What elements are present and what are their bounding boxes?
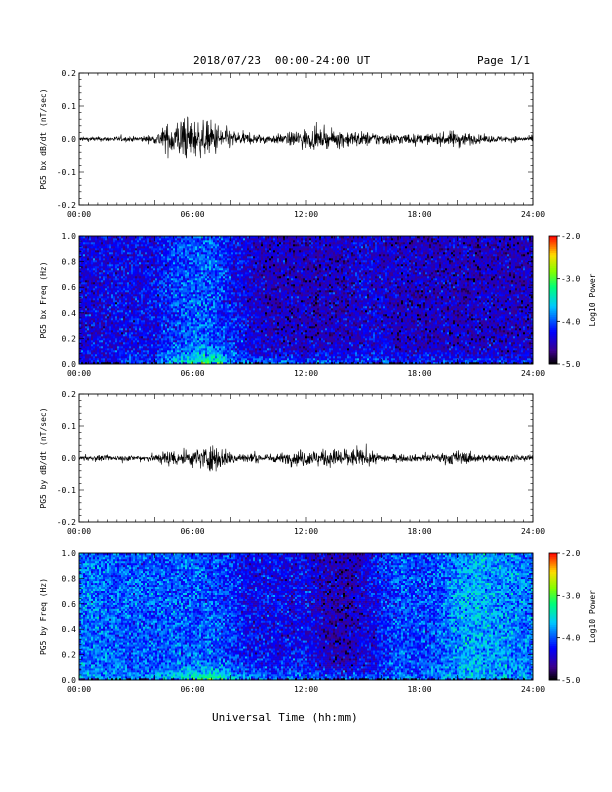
colorbar-tick-label: -4.0 xyxy=(561,634,580,643)
x-tick-label: 24:00 xyxy=(521,527,545,536)
y-tick-label: -0.1 xyxy=(57,486,76,495)
colorbar-label: Log10 Power xyxy=(588,590,597,643)
panel-2: -2.0 -3.0 -4.0 -5.0 Log10 Power 00:00 06:00 12:… xyxy=(39,232,597,378)
signal-trace xyxy=(79,444,533,472)
y-tick-label: 0.6 xyxy=(62,600,77,609)
colorbar-tick-label: -4.0 xyxy=(561,317,580,326)
colorbar-tick-label: -2.0 xyxy=(561,232,580,241)
x-tick-label: 00:00 xyxy=(67,369,91,378)
figure-canvas: 00:00 06:00 12:00 18:00 24:00 0.2 0.1 0.0 -0.1 -0… xyxy=(0,0,612,792)
y-tick-label: -0.2 xyxy=(57,518,76,527)
colorbar-tick-label: -3.0 xyxy=(561,275,580,284)
signal-trace xyxy=(79,117,533,158)
y-tick-label: 0.4 xyxy=(62,309,77,318)
x-tick-label: 06:00 xyxy=(180,210,204,219)
x-tick-label: 06:00 xyxy=(180,685,204,694)
colorbar-tick-label: -2.0 xyxy=(561,549,580,558)
x-tick-label: 06:00 xyxy=(180,369,204,378)
y-tick-label: 0.6 xyxy=(62,283,77,292)
y-tick-label: 0.4 xyxy=(62,625,77,634)
x-tick-label: 24:00 xyxy=(521,369,545,378)
y-axis-label: PG5 by dB/dt (nT/sec) xyxy=(39,407,48,508)
spectrogram-cells xyxy=(79,236,533,364)
y-tick-label: 0.0 xyxy=(62,454,77,463)
x-tick-label: 18:00 xyxy=(407,685,431,694)
y-axis-label: PG5 bx dB/dt (nT/sec) xyxy=(39,88,48,189)
y-tick-label: -0.2 xyxy=(57,201,76,210)
x-tick-label: 12:00 xyxy=(294,527,318,536)
x-tick-label: 12:00 xyxy=(294,210,318,219)
x-tick-label: 12:00 xyxy=(294,369,318,378)
y-axis-label: PG5 bx Freq (Hz) xyxy=(39,261,48,338)
y-tick-label: 0.1 xyxy=(62,422,77,431)
y-tick-label: 0.8 xyxy=(62,258,77,267)
x-tick-label: 24:00 xyxy=(521,210,545,219)
y-tick-label: 0.2 xyxy=(62,651,77,660)
y-tick-label: 1.0 xyxy=(62,549,77,558)
y-tick-label: 0.2 xyxy=(62,334,77,343)
panel-1: 00:00 06:00 12:00 18:00 24:00 0.2 0.1 0.0 -0.1 -0… xyxy=(39,69,545,219)
spectrogram-cells xyxy=(79,553,533,680)
y-tick-label: 0.2 xyxy=(62,390,77,399)
x-tick-label: 00:00 xyxy=(67,527,91,536)
colorbar-tick-label: -5.0 xyxy=(561,676,580,685)
y-tick-label: 0.0 xyxy=(62,135,77,144)
x-tick-label: 12:00 xyxy=(294,685,318,694)
x-tick-label: 00:00 xyxy=(67,685,91,694)
panel-4: -2.0 -3.0 -4.0 -5.0 Log10 Power 00:00 06:00 12:… xyxy=(39,549,597,694)
y-tick-label: 0.0 xyxy=(62,676,77,685)
colorbar: -2.0 -3.0 -4.0 -5.0 Log10 Power xyxy=(549,232,597,369)
y-tick-label: 1.0 xyxy=(62,232,77,241)
y-tick-label: 0.1 xyxy=(62,102,77,111)
colorbar: -2.0 -3.0 -4.0 -5.0 Log10 Power xyxy=(549,549,597,685)
x-tick-label: 00:00 xyxy=(67,210,91,219)
y-tick-label: -0.1 xyxy=(57,168,76,177)
x-tick-label: 18:00 xyxy=(407,527,431,536)
panel-3: 00:00 06:00 12:00 18:00 24:00 0.2 0.1 0.0 -0.1 -0… xyxy=(39,390,545,536)
colorbar-tick-label: -3.0 xyxy=(561,591,580,600)
x-tick-label: 24:00 xyxy=(521,685,545,694)
y-axis-label: PG5 by Freq (Hz) xyxy=(39,578,48,655)
y-tick-label: 0.2 xyxy=(62,69,77,78)
x-tick-label: 06:00 xyxy=(180,527,204,536)
colorbar-tick-label: -5.0 xyxy=(561,360,580,369)
x-tick-label: 18:00 xyxy=(407,369,431,378)
y-tick-label: 0.8 xyxy=(62,574,77,583)
colorbar-label: Log10 Power xyxy=(588,273,597,326)
y-tick-label: 0.0 xyxy=(62,360,77,369)
x-tick-label: 18:00 xyxy=(407,210,431,219)
